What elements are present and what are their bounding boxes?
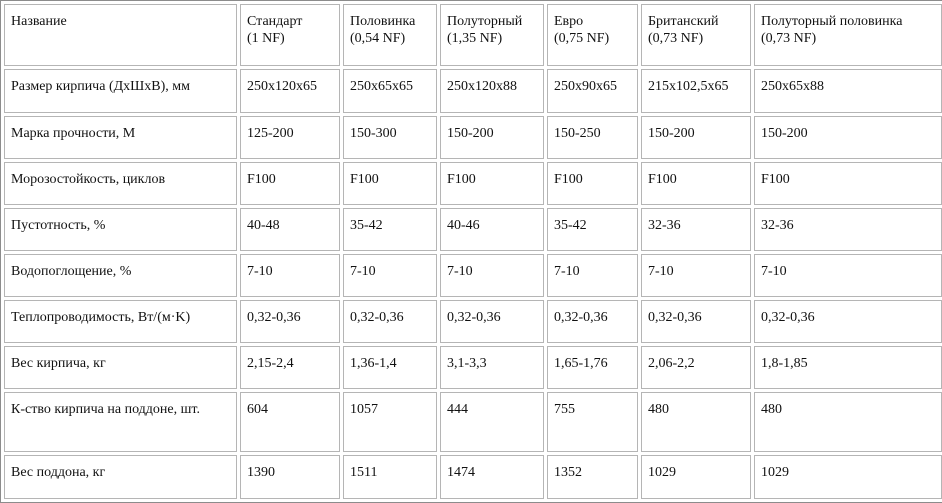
header-sublabel: (0,73 NF) <box>761 31 817 46</box>
row-label-cell: Марка прочности, М <box>4 116 237 159</box>
row-label-cell: Теплопроводимость, Вт/(м·K) <box>4 300 237 343</box>
table-cell: 150-200 <box>641 116 751 159</box>
table-cell: 7-10 <box>641 254 751 297</box>
table-row: Размер кирпича (ДхШхВ), мм 250х120х65 25… <box>4 69 942 113</box>
table-cell: 0,32-0,36 <box>547 300 638 343</box>
table-cell: 215х102,5х65 <box>641 69 751 113</box>
table-row: Вес кирпича, кг 2,15-2,4 1,36-1,4 3,1-3,… <box>4 346 942 389</box>
header-cell-standard: Стандарт (1 NF) <box>240 4 340 66</box>
table-row: Морозостойкость, циклов F100 F100 F100 F… <box>4 162 942 205</box>
table-cell: 40-46 <box>440 208 544 251</box>
table-cell: 0,32-0,36 <box>240 300 340 343</box>
table-cell: 1390 <box>240 455 340 499</box>
header-cell-one-and-half: Полуторный (1,35 NF) <box>440 4 544 66</box>
table-cell: 604 <box>240 392 340 452</box>
header-sublabel: (0,73 NF) <box>648 31 704 46</box>
table-cell: 1352 <box>547 455 638 499</box>
table-cell: 32-36 <box>641 208 751 251</box>
header-cell-name: Название <box>4 4 237 66</box>
table-cell: 1057 <box>343 392 437 452</box>
table-header-row: Название Стандарт (1 NF) Половинка (0,54 N… <box>4 4 942 66</box>
header-sublabel: (1,35 NF) <box>447 31 503 46</box>
table-cell: 7-10 <box>754 254 942 297</box>
row-label-cell: Пустотность, % <box>4 208 237 251</box>
table-row: Марка прочности, М 125-200 150-300 150-2… <box>4 116 942 159</box>
header-sublabel: (0,75 NF) <box>554 31 610 46</box>
table-cell: 150-250 <box>547 116 638 159</box>
table-cell: 35-42 <box>343 208 437 251</box>
table-cell: 40-48 <box>240 208 340 251</box>
table-cell: 150-200 <box>754 116 942 159</box>
table-cell: 480 <box>641 392 751 452</box>
header-label: Британский <box>648 14 719 29</box>
row-label-cell: К-ство кирпича на поддоне, шт. <box>4 392 237 452</box>
header-cell-british: Британский (0,73 NF) <box>641 4 751 66</box>
table-cell: 2,15-2,4 <box>240 346 340 389</box>
row-label-cell: Вес поддона, кг <box>4 455 237 499</box>
table-cell: 0,32-0,36 <box>440 300 544 343</box>
header-sublabel: (0,54 NF) <box>350 31 406 46</box>
table-cell: 35-42 <box>547 208 638 251</box>
row-label-cell: Водопоглощение, % <box>4 254 237 297</box>
header-label: Половинка <box>350 14 416 29</box>
table-cell: 1474 <box>440 455 544 499</box>
table-cell: 150-300 <box>343 116 437 159</box>
header-label: Стандарт <box>247 14 303 29</box>
header-label: Полуторный половинка <box>761 14 903 29</box>
table-cell: 250х120х88 <box>440 69 544 113</box>
table-cell: 7-10 <box>440 254 544 297</box>
table-cell: 0,32-0,36 <box>754 300 942 343</box>
row-label-cell: Морозостойкость, циклов <box>4 162 237 205</box>
table-cell: 1029 <box>754 455 942 499</box>
table-cell: F100 <box>343 162 437 205</box>
table-cell: F100 <box>641 162 751 205</box>
table-cell: 7-10 <box>547 254 638 297</box>
header-cell-one-and-half-half: Полуторный половинка (0,73 NF) <box>754 4 942 66</box>
table-row: К-ство кирпича на поддоне, шт. 604 1057 … <box>4 392 942 452</box>
table-cell: 1,65-1,76 <box>547 346 638 389</box>
table-cell: 150-200 <box>440 116 544 159</box>
row-label-cell: Размер кирпича (ДхШхВ), мм <box>4 69 237 113</box>
table-cell: 480 <box>754 392 942 452</box>
table-cell: 7-10 <box>343 254 437 297</box>
table-cell: F100 <box>440 162 544 205</box>
table-cell: 32-36 <box>754 208 942 251</box>
table-cell: F100 <box>547 162 638 205</box>
table-cell: F100 <box>754 162 942 205</box>
table-cell: 1,8-1,85 <box>754 346 942 389</box>
table-row: Вес поддона, кг 1390 1511 1474 1352 1029… <box>4 455 942 499</box>
table-row: Водопоглощение, % 7-10 7-10 7-10 7-10 7-… <box>4 254 942 297</box>
header-label: Полуторный <box>447 14 523 29</box>
table-row: Теплопроводимость, Вт/(м·K) 0,32-0,36 0,… <box>4 300 942 343</box>
table-cell: 250х65х65 <box>343 69 437 113</box>
table-cell: 1511 <box>343 455 437 499</box>
table-cell: 0,32-0,36 <box>343 300 437 343</box>
table-cell: 1029 <box>641 455 751 499</box>
table-cell: 1,36-1,4 <box>343 346 437 389</box>
table-cell: F100 <box>240 162 340 205</box>
header-label: Название <box>11 14 67 29</box>
table-cell: 250х90х65 <box>547 69 638 113</box>
table-cell: 250х120х65 <box>240 69 340 113</box>
header-sublabel: (1 NF) <box>247 31 285 46</box>
table-cell: 250х65х88 <box>754 69 942 113</box>
header-label: Евро <box>554 14 584 29</box>
header-cell-euro: Евро (0,75 NF) <box>547 4 638 66</box>
header-cell-half: Половинка (0,54 NF) <box>343 4 437 66</box>
row-label-cell: Вес кирпича, кг <box>4 346 237 389</box>
table-cell: 2,06-2,2 <box>641 346 751 389</box>
table-cell: 0,32-0,36 <box>641 300 751 343</box>
table-row: Пустотность, % 40-48 35-42 40-46 35-42 3… <box>4 208 942 251</box>
table-cell: 125-200 <box>240 116 340 159</box>
table-cell: 3,1-3,3 <box>440 346 544 389</box>
table-cell: 7-10 <box>240 254 340 297</box>
table-cell: 755 <box>547 392 638 452</box>
table-cell: 444 <box>440 392 544 452</box>
